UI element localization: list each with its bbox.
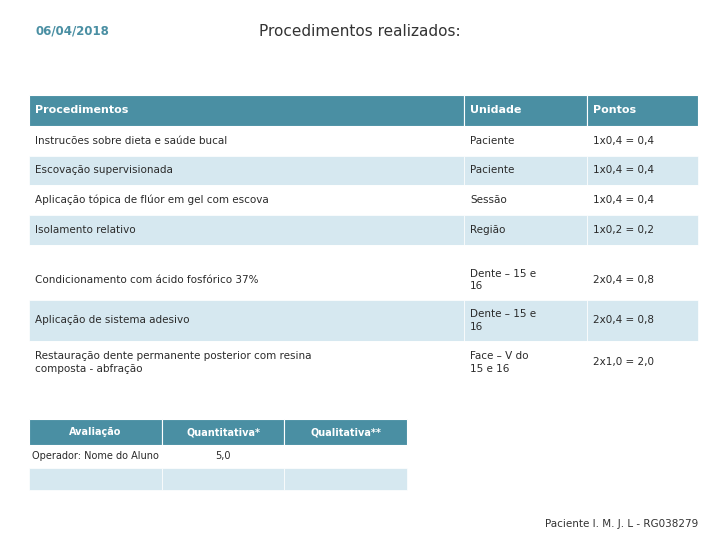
Text: Qualitativa**: Qualitativa** xyxy=(310,427,381,437)
Text: Aplicação de sistema adesivo: Aplicação de sistema adesivo xyxy=(35,315,189,326)
Text: 1x0,4 = 0,4: 1x0,4 = 0,4 xyxy=(593,136,654,146)
Bar xyxy=(464,260,587,300)
Text: Isolamento relativo: Isolamento relativo xyxy=(35,225,135,235)
Text: Paciente: Paciente xyxy=(470,165,515,176)
Bar xyxy=(29,260,464,300)
Bar xyxy=(29,341,464,384)
Bar xyxy=(464,94,587,126)
Text: Sessão: Sessão xyxy=(470,195,507,205)
Bar xyxy=(587,185,698,215)
Text: 2x0,4 = 0,8: 2x0,4 = 0,8 xyxy=(593,315,654,326)
Text: Procedimentos realizados:: Procedimentos realizados: xyxy=(259,24,461,39)
Bar xyxy=(162,419,284,445)
Bar xyxy=(464,126,587,156)
Text: Escovação supervisionada: Escovação supervisionada xyxy=(35,165,172,176)
Text: Restauração dente permanente posterior com resina
composta - abfração: Restauração dente permanente posterior c… xyxy=(35,351,311,374)
Bar xyxy=(29,156,464,185)
Text: Unidade: Unidade xyxy=(470,105,521,115)
Bar xyxy=(587,215,698,245)
Text: Face – V do
15 e 16: Face – V do 15 e 16 xyxy=(470,351,528,374)
Bar xyxy=(587,245,698,260)
Text: Dente – 15 e
16: Dente – 15 e 16 xyxy=(470,309,536,332)
Text: Operador: Nome do Aluno: Operador: Nome do Aluno xyxy=(32,451,159,461)
Bar xyxy=(587,156,698,185)
Bar xyxy=(587,341,698,384)
Text: 06/04/2018: 06/04/2018 xyxy=(36,24,110,37)
Bar xyxy=(284,419,407,445)
Text: Paciente: Paciente xyxy=(470,136,515,146)
Bar xyxy=(587,126,698,156)
Bar xyxy=(29,445,162,468)
Text: 1x0,4 = 0,4: 1x0,4 = 0,4 xyxy=(593,165,654,176)
Bar xyxy=(29,185,464,215)
Bar xyxy=(464,215,587,245)
Bar xyxy=(464,300,587,341)
Bar xyxy=(587,300,698,341)
Text: Condicionamento com ácido fosfórico 37%: Condicionamento com ácido fosfórico 37% xyxy=(35,275,258,285)
Bar xyxy=(464,156,587,185)
Bar xyxy=(29,245,464,260)
Bar xyxy=(587,94,698,126)
Text: 5,0: 5,0 xyxy=(215,451,231,461)
Bar xyxy=(464,245,587,260)
Text: Paciente I. M. J. L - RG038279: Paciente I. M. J. L - RG038279 xyxy=(545,519,698,529)
Bar xyxy=(162,445,284,468)
Text: Instrucões sobre dieta e saúde bucal: Instrucões sobre dieta e saúde bucal xyxy=(35,136,227,146)
Text: 2x0,4 = 0,8: 2x0,4 = 0,8 xyxy=(593,275,654,285)
Bar xyxy=(284,468,407,490)
Bar xyxy=(29,215,464,245)
Text: Avaliação: Avaliação xyxy=(69,427,122,437)
Text: Aplicação tópica de flúor em gel com escova: Aplicação tópica de flúor em gel com esc… xyxy=(35,195,269,205)
Text: Procedimentos: Procedimentos xyxy=(35,105,128,115)
Bar xyxy=(464,341,587,384)
Bar xyxy=(464,185,587,215)
Bar xyxy=(29,126,464,156)
Bar xyxy=(587,260,698,300)
Bar xyxy=(284,445,407,468)
Text: Pontos: Pontos xyxy=(593,105,636,115)
Bar xyxy=(162,468,284,490)
Bar xyxy=(29,94,464,126)
Bar xyxy=(29,468,162,490)
Text: 1x0,2 = 0,2: 1x0,2 = 0,2 xyxy=(593,225,654,235)
Text: Dente – 15 e
16: Dente – 15 e 16 xyxy=(470,269,536,291)
Text: Quantitativa*: Quantitativa* xyxy=(186,427,260,437)
Text: 2x1,0 = 2,0: 2x1,0 = 2,0 xyxy=(593,357,654,367)
Bar xyxy=(29,300,464,341)
Text: Região: Região xyxy=(470,225,505,235)
Text: 1x0,4 = 0,4: 1x0,4 = 0,4 xyxy=(593,195,654,205)
Bar xyxy=(29,419,162,445)
